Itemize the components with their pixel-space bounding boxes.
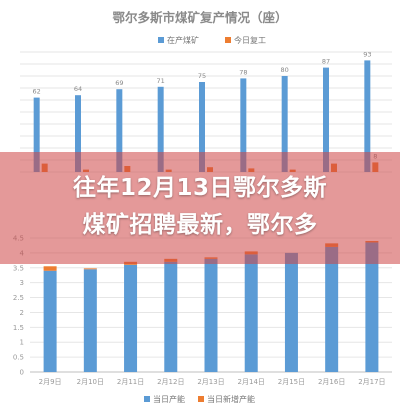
bar-producing-0 xyxy=(33,97,40,172)
data-label-producing-0: 62 xyxy=(33,88,41,96)
data-label-producing-6: 80 xyxy=(281,66,289,74)
y-tick-label: 3 xyxy=(20,279,24,287)
x-tick-label-6: 2月15日 xyxy=(278,378,305,386)
data-label-producing-8: 93 xyxy=(363,50,371,58)
x-tick-label-2: 2月11日 xyxy=(117,378,144,386)
headline-text: 往年12月13日鄂尔多斯 煤矿招聘最新，鄂尔多 xyxy=(72,175,327,238)
legend-label-1: 当日新增产能 xyxy=(207,394,255,404)
x-tick-label-7: 2月16日 xyxy=(318,378,345,386)
bar-producing-4 xyxy=(199,82,205,172)
bar-producing-7 xyxy=(323,67,329,172)
data-label-producing-4: 75 xyxy=(198,72,206,80)
x-tick-label-4: 2月13日 xyxy=(197,378,224,386)
bar-producing-5 xyxy=(240,78,247,172)
bar-capacity-6 xyxy=(284,252,298,372)
data-label-producing-7: 87 xyxy=(322,58,330,66)
legend-swatch-1 xyxy=(198,396,204,402)
bar-new-capacity-0 xyxy=(43,266,57,271)
bar-producing-8 xyxy=(364,60,371,172)
y-tick-label: 1.5 xyxy=(13,324,24,332)
bar-capacity-8 xyxy=(365,242,379,372)
legend-swatch-0 xyxy=(158,37,164,43)
bar-capacity-1 xyxy=(83,269,97,372)
x-tick-label-8: 2月17日 xyxy=(358,378,385,386)
bar-producing-3 xyxy=(157,86,164,172)
bar-capacity-7 xyxy=(325,246,339,372)
legend-label-1: 今日复工 xyxy=(234,35,266,45)
legend-swatch-0 xyxy=(144,396,150,402)
y-tick-label: 1 xyxy=(20,339,24,347)
y-tick-label: 0 xyxy=(20,369,24,377)
legend-label-0: 当日产能 xyxy=(153,394,185,404)
bar-producing-6 xyxy=(281,76,288,172)
x-tick-label-1: 2月10日 xyxy=(77,378,104,386)
headline-banner xyxy=(0,152,400,264)
x-tick-label-5: 2月14日 xyxy=(238,378,265,386)
chart-1-title: 鄂尔多斯市煤矿复产情况（座） xyxy=(112,10,287,25)
bar-capacity-5 xyxy=(244,254,258,372)
data-label-producing-1: 64 xyxy=(74,85,82,93)
x-tick-label-3: 2月12日 xyxy=(157,378,184,386)
chart-1: 在产煤矿今日复工6264697175788087938 xyxy=(20,35,392,173)
legend-swatch-1 xyxy=(225,37,231,43)
x-tick-label-0: 2月9日 xyxy=(39,378,62,386)
data-label-producing-2: 69 xyxy=(115,79,123,87)
bar-capacity-2 xyxy=(124,264,138,372)
chart-2: 00.511.522.533.544.52月9日2月10日2月11日2月12日2… xyxy=(13,235,392,404)
bar-capacity-0 xyxy=(43,270,57,372)
bar-capacity-4 xyxy=(204,258,218,372)
bar-capacity-3 xyxy=(164,261,178,372)
y-tick-label: 0.5 xyxy=(13,354,24,362)
data-label-producing-5: 78 xyxy=(239,68,247,76)
bar-new-capacity-1 xyxy=(83,268,97,270)
y-tick-label: 3.5 xyxy=(13,264,24,272)
bar-producing-2 xyxy=(116,89,123,172)
bar-producing-1 xyxy=(75,95,81,172)
y-tick-label: 2 xyxy=(20,309,24,317)
data-label-producing-3: 71 xyxy=(157,77,165,85)
legend-label-0: 在产煤矿 xyxy=(167,35,199,45)
y-tick-label: 2.5 xyxy=(13,294,24,302)
